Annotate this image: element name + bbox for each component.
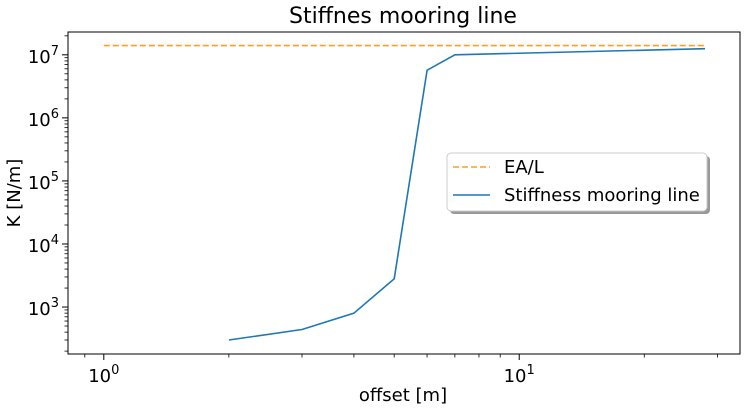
series-layer (103, 44, 706, 341)
x-tick-label-base: 10 (504, 366, 527, 387)
y-tick-label: 103 (28, 296, 59, 320)
legend-label-stiffness: Stiffness mooring line (504, 185, 700, 206)
y-tick-label: 104 (28, 233, 59, 257)
y-tick-label-base: 10 (28, 236, 51, 257)
legend: EA/L Stiffness mooring line (446, 152, 710, 214)
x-tick-label: 101 (504, 363, 535, 387)
y-tick-label: 105 (28, 170, 59, 194)
chart-title: Stiffnes mooring line (289, 4, 517, 29)
y-tick-label-exponent: 4 (51, 233, 59, 248)
series-line-1 (228, 47, 706, 341)
y-tick-label: 107 (28, 44, 59, 68)
y-tick-label-base: 10 (28, 173, 51, 194)
x-axis-label: offset [m] (359, 385, 447, 406)
y-tick-label-exponent: 6 (51, 107, 59, 122)
x-axis-ticks: 100 101 (84, 354, 718, 387)
legend-label-ea-l: EA/L (504, 157, 544, 178)
y-tick-label-exponent: 5 (51, 170, 59, 185)
x-tick-label-exponent: 1 (527, 363, 535, 378)
y-tick-label-exponent: 7 (51, 44, 59, 59)
y-tick-label-exponent: 3 (51, 296, 59, 311)
y-tick-label-base: 10 (28, 110, 51, 131)
y-tick-label: 106 (28, 107, 59, 131)
y-tick-label-base: 10 (28, 299, 51, 320)
y-tick-label-base: 10 (28, 47, 51, 68)
x-tick-label: 100 (88, 363, 119, 387)
x-tick-label-base: 10 (88, 366, 111, 387)
y-axis-label: K [N/m] (4, 159, 25, 228)
legend-box (446, 152, 708, 212)
x-tick-label-exponent: 0 (111, 363, 119, 378)
